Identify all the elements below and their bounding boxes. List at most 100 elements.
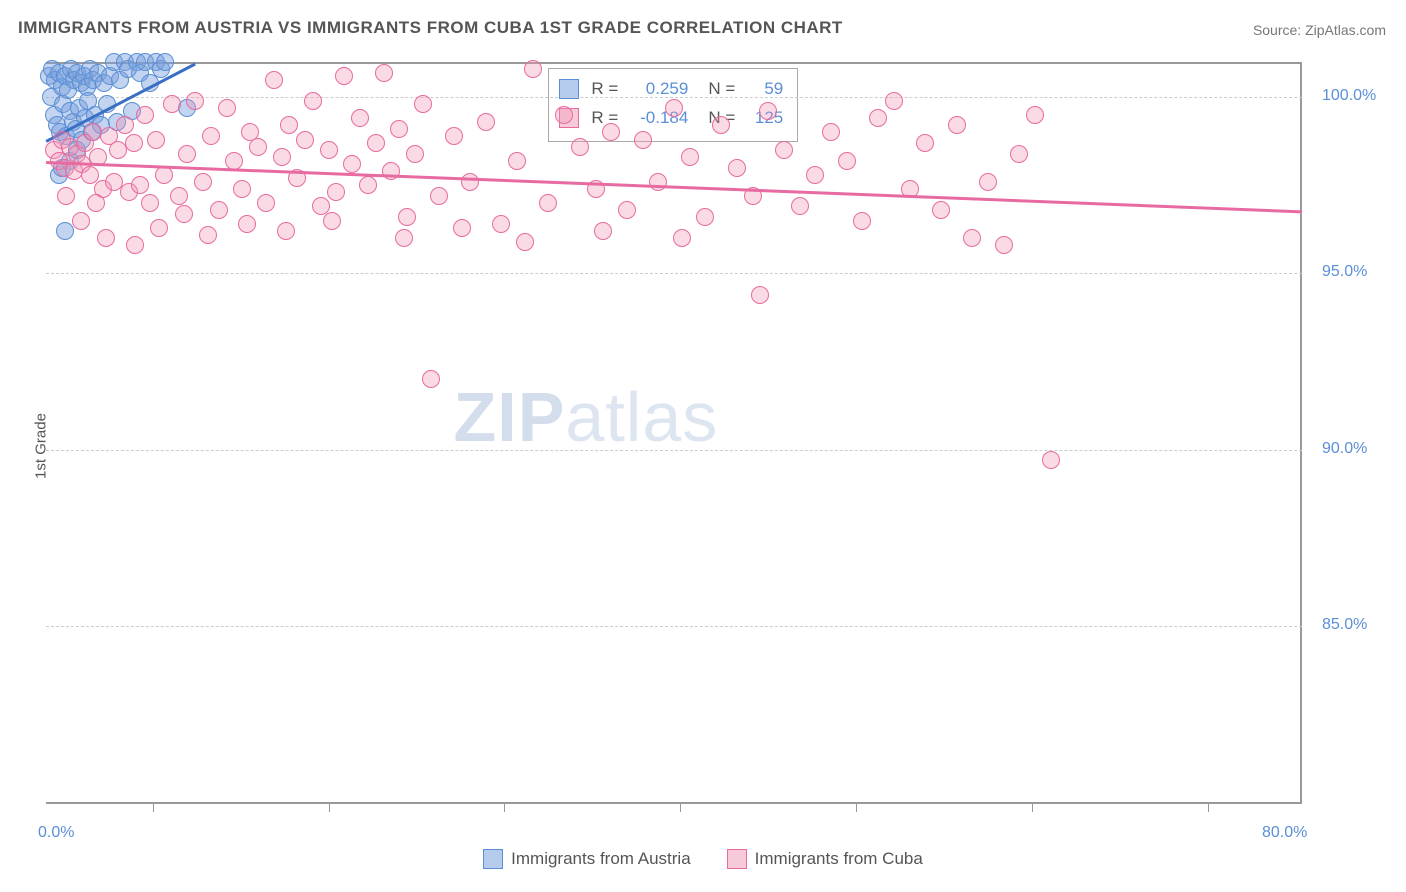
- scatter-point: [351, 109, 369, 127]
- plot-area: [46, 62, 1302, 802]
- scatter-point: [105, 173, 123, 191]
- scatter-point: [453, 219, 471, 237]
- scatter-point: [916, 134, 934, 152]
- scatter-point: [359, 176, 377, 194]
- scatter-point: [136, 106, 154, 124]
- scatter-point: [995, 236, 1013, 254]
- scatter-point: [932, 201, 950, 219]
- scatter-point: [56, 222, 74, 240]
- scatter-point: [72, 212, 90, 230]
- source-label: Source: ZipAtlas.com: [1253, 22, 1386, 38]
- scatter-point: [422, 370, 440, 388]
- scatter-point: [249, 138, 267, 156]
- scatter-point: [673, 229, 691, 247]
- scatter-point: [395, 229, 413, 247]
- scatter-point: [382, 162, 400, 180]
- scatter-point: [430, 187, 448, 205]
- scatter-point: [335, 67, 353, 85]
- legend-swatch: [727, 849, 747, 869]
- y-tick-label: 85.0%: [1322, 616, 1367, 634]
- x-tick-mark: [153, 802, 154, 812]
- scatter-point: [869, 109, 887, 127]
- scatter-point: [445, 127, 463, 145]
- scatter-point: [327, 183, 345, 201]
- scatter-point: [602, 123, 620, 141]
- scatter-point: [178, 145, 196, 163]
- scatter-point: [57, 187, 75, 205]
- scatter-point: [398, 208, 416, 226]
- scatter-point: [853, 212, 871, 230]
- scatter-point: [775, 141, 793, 159]
- y-tick-label: 90.0%: [1322, 440, 1367, 458]
- legend-label: Immigrants from Austria: [511, 849, 691, 869]
- scatter-point: [571, 138, 589, 156]
- scatter-point: [257, 194, 275, 212]
- r-label: R =: [591, 75, 618, 104]
- y-tick-label: 95.0%: [1322, 263, 1367, 281]
- scatter-point: [175, 205, 193, 223]
- x-tick-label: 80.0%: [1262, 824, 1307, 842]
- scatter-point: [414, 95, 432, 113]
- scatter-point: [477, 113, 495, 131]
- scatter-point: [806, 166, 824, 184]
- scatter-point: [634, 131, 652, 149]
- x-tick-label: 0.0%: [38, 824, 74, 842]
- scatter-point: [516, 233, 534, 251]
- scatter-point: [539, 194, 557, 212]
- scatter-point: [822, 123, 840, 141]
- legend-item: Immigrants from Cuba: [727, 849, 923, 869]
- scatter-point: [238, 215, 256, 233]
- scatter-point: [728, 159, 746, 177]
- n-label: N =: [708, 75, 735, 104]
- scatter-point: [555, 106, 573, 124]
- x-tick-mark: [1208, 802, 1209, 812]
- scatter-point: [141, 194, 159, 212]
- scatter-point: [594, 222, 612, 240]
- scatter-point: [265, 71, 283, 89]
- scatter-point: [1026, 106, 1044, 124]
- gridline-horizontal: [46, 450, 1302, 451]
- scatter-point: [492, 215, 510, 233]
- scatter-point: [791, 197, 809, 215]
- scatter-point: [156, 53, 174, 71]
- scatter-point: [390, 120, 408, 138]
- scatter-point: [375, 64, 393, 82]
- scatter-point: [1010, 145, 1028, 163]
- scatter-point: [367, 134, 385, 152]
- legend-swatch: [483, 849, 503, 869]
- x-axis-line: [46, 802, 1302, 804]
- scatter-point: [649, 173, 667, 191]
- scatter-point: [759, 102, 777, 120]
- scatter-point: [199, 226, 217, 244]
- x-tick-mark: [856, 802, 857, 812]
- scatter-point: [218, 99, 236, 117]
- scatter-point: [147, 131, 165, 149]
- scatter-point: [280, 116, 298, 134]
- scatter-point: [233, 180, 251, 198]
- scatter-point: [163, 95, 181, 113]
- scatter-point: [170, 187, 188, 205]
- scatter-point: [116, 116, 134, 134]
- scatter-point: [461, 173, 479, 191]
- scatter-point: [323, 212, 341, 230]
- bottom-legend: Immigrants from Austria Immigrants from C…: [0, 849, 1406, 874]
- scatter-point: [665, 99, 683, 117]
- scatter-point: [194, 173, 212, 191]
- y-tick-label: 100.0%: [1322, 87, 1376, 105]
- scatter-point: [97, 229, 115, 247]
- scatter-point: [751, 286, 769, 304]
- scatter-point: [125, 134, 143, 152]
- scatter-point: [225, 152, 243, 170]
- n-value: 59: [743, 75, 783, 104]
- scatter-point: [696, 208, 714, 226]
- scatter-point: [979, 173, 997, 191]
- scatter-point: [87, 194, 105, 212]
- scatter-point: [1042, 451, 1060, 469]
- scatter-point: [131, 176, 149, 194]
- scatter-point: [712, 116, 730, 134]
- scatter-point: [304, 92, 322, 110]
- scatter-point: [150, 219, 168, 237]
- x-tick-mark: [504, 802, 505, 812]
- scatter-point: [210, 201, 228, 219]
- x-tick-mark: [329, 802, 330, 812]
